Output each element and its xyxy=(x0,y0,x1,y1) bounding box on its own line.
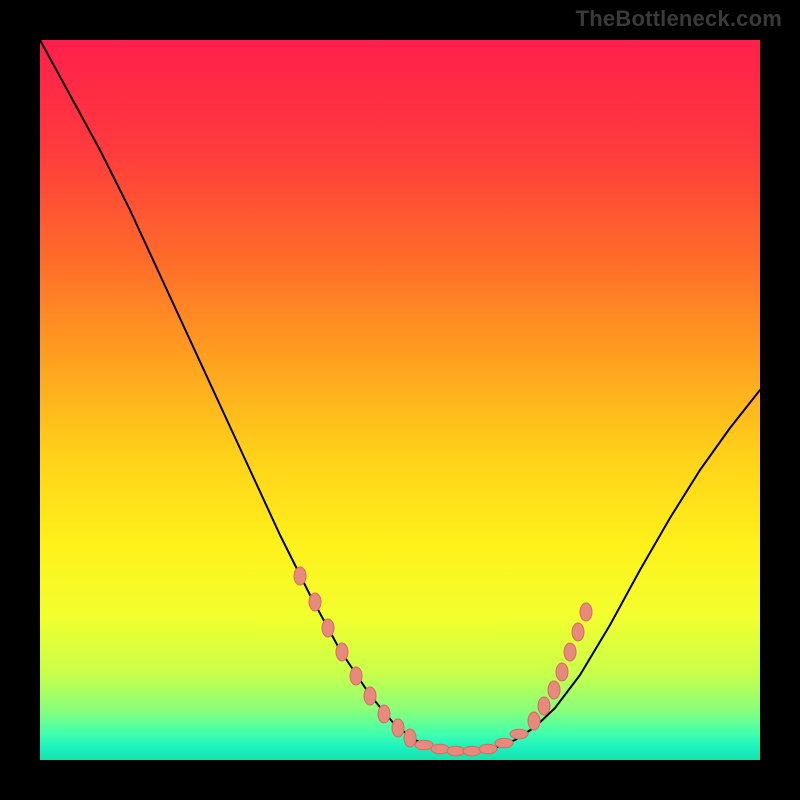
curve-marker xyxy=(548,681,560,699)
curve-marker xyxy=(528,712,540,730)
curve-marker xyxy=(392,719,404,737)
curve-marker xyxy=(510,729,528,739)
bottleneck-curve xyxy=(40,40,760,751)
curve-marker xyxy=(538,697,550,715)
curve-marker xyxy=(322,619,334,637)
curve-marker xyxy=(572,623,584,641)
chart-outer: TheBottleneck.com xyxy=(0,0,800,800)
plot-area xyxy=(40,40,760,760)
curve-marker xyxy=(294,567,306,585)
curve-marker xyxy=(364,687,376,705)
curve-layer xyxy=(40,40,760,760)
curve-marker xyxy=(447,746,465,756)
curve-marker xyxy=(556,663,568,681)
curve-marker xyxy=(564,643,576,661)
curve-marker xyxy=(495,738,513,748)
curve-marker xyxy=(378,705,390,723)
curve-marker xyxy=(350,667,362,685)
curve-marker xyxy=(309,593,321,611)
curve-marker xyxy=(463,746,481,756)
curve-marker xyxy=(404,729,416,747)
curve-marker xyxy=(580,603,592,621)
curve-marker xyxy=(431,744,449,754)
curve-marker xyxy=(336,643,348,661)
curve-marker xyxy=(415,740,433,750)
watermark-text: TheBottleneck.com xyxy=(576,6,782,32)
curve-marker xyxy=(479,744,497,754)
